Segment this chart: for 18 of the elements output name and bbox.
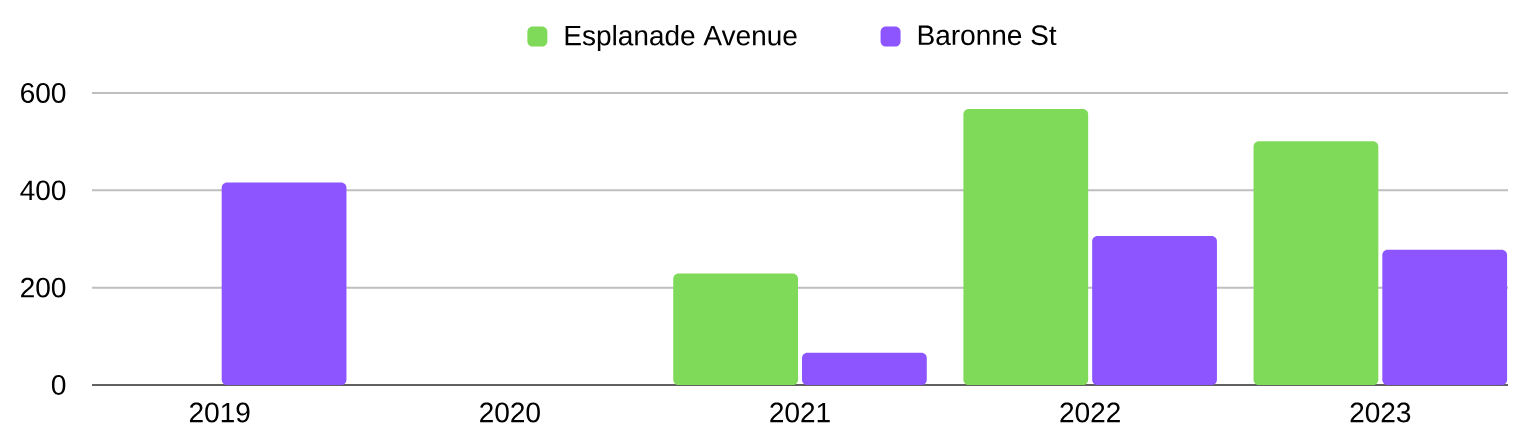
x-tick-label: 2020 (480, 402, 540, 423)
x-tick-label: 2023 (1350, 402, 1411, 423)
y-tick-label: 400 (20, 180, 66, 201)
x-tick-label: 2022 (1060, 402, 1120, 423)
x-tick-label: 2021 (770, 402, 830, 423)
bar (1253, 141, 1379, 385)
bar (221, 182, 347, 385)
legend-label: Baronne St (918, 25, 1057, 46)
bar (1382, 249, 1508, 385)
bar (1092, 236, 1217, 385)
bar (963, 109, 1089, 385)
y-tick-label: 0 (51, 375, 66, 395)
x-tick-label: 2019 (189, 402, 250, 423)
y-tick-label: 200 (21, 277, 66, 298)
legend-label: Esplanade Avenue (565, 24, 797, 52)
bar (673, 273, 798, 385)
y-tick-label: 600 (21, 83, 66, 103)
bar (802, 352, 927, 385)
